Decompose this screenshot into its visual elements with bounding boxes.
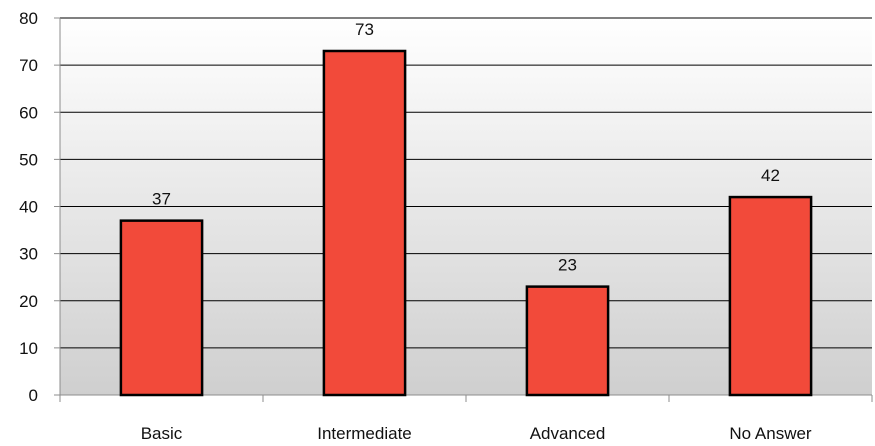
y-tick-label: 30 (19, 245, 38, 264)
x-tick-label: Advanced (530, 424, 606, 443)
data-label: 42 (761, 166, 780, 185)
bar-basic (119, 219, 204, 397)
x-tick-label: Basic (141, 424, 183, 443)
x-tick-label: Intermediate (317, 424, 412, 443)
y-tick-label: 10 (19, 339, 38, 358)
y-tick-label: 40 (19, 198, 38, 217)
data-label: 37 (152, 190, 171, 209)
labels: 0 10 20 30 40 50 60 70 80 37 Basic 73 Intermediate 23… (19, 9, 812, 443)
y-tick-label: 0 (29, 386, 38, 405)
x-tick-label: No Answer (729, 424, 812, 443)
y-tick-label: 60 (19, 103, 38, 122)
y-tick-label: 80 (19, 9, 38, 28)
bar-no-answer (728, 195, 813, 397)
y-tick-label: 50 (19, 150, 38, 169)
data-label: 23 (558, 256, 577, 275)
bars (119, 49, 813, 397)
bar-intermediate (322, 49, 407, 397)
data-label: 73 (355, 20, 374, 39)
y-tick-label: 20 (19, 292, 38, 311)
y-tick-label: 70 (19, 56, 38, 75)
bar-advanced (525, 285, 610, 397)
